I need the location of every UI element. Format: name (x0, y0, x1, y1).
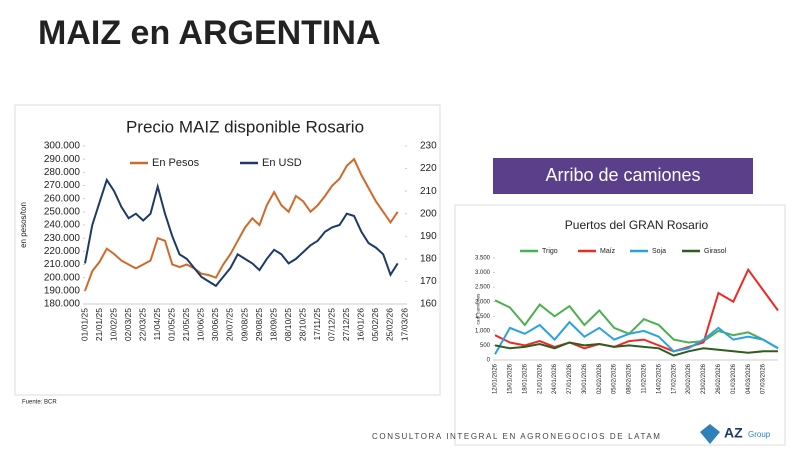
legend-label: En USD (262, 157, 302, 169)
x-tick-label: 27/12/25 (341, 308, 351, 341)
series-line (494, 341, 778, 357)
legend-label: Maíz (600, 248, 616, 255)
x-tick-label: 10/02/25 (108, 308, 118, 341)
x-tick-label: 17/11/25 (312, 308, 322, 341)
x-tick-label: 30/01/2026 (582, 363, 588, 394)
y-tick-label: 500 (480, 343, 491, 349)
x-tick-label: 21/05/25 (181, 308, 191, 341)
x-tick-label: 08/10/25 (283, 308, 293, 341)
chart-frame (14, 104, 441, 396)
y2-tick-label: 170 (420, 276, 437, 287)
x-tick-label: 28/10/25 (297, 308, 307, 341)
x-tick-label: 20/07/25 (225, 308, 235, 341)
x-tick-label: 25/02/26 (385, 308, 395, 341)
y2-tick-label: 180 (420, 253, 437, 264)
y-tick-label: 270.000 (44, 180, 81, 191)
x-tick-label: 14/02/2026 (656, 363, 662, 394)
y-tick-label: 230.000 (44, 233, 81, 244)
x-tick-label: 21/01/2026 (537, 363, 543, 394)
y-tick-label: 210.000 (44, 259, 81, 270)
y-tick-label: 200.000 (44, 272, 81, 283)
y-tick-label: 300.000 (44, 141, 81, 152)
x-tick-label: 24/01/2026 (552, 363, 558, 394)
x-tick-label: 05/02/2026 (612, 363, 618, 394)
x-tick-label: 18/01/2026 (522, 363, 528, 394)
legend-label: En Pesos (152, 157, 200, 169)
y-axis-label: en pesos/ton (19, 202, 28, 248)
y2-tick-label: 220 (420, 163, 437, 174)
x-tick-label: 27/01/2026 (567, 363, 573, 394)
x-tick-label: 17/02/2026 (671, 363, 677, 394)
y2-tick-label: 160 (420, 299, 437, 310)
x-tick-label: 01/03/2026 (731, 363, 737, 394)
y-tick-label: 290.000 (44, 154, 81, 165)
x-tick-label: 12/01/2026 (493, 363, 499, 394)
y-tick-label: 220.000 (44, 246, 81, 257)
logo-icon (700, 424, 720, 444)
series-line (494, 320, 779, 355)
y-tick-label: 0 (487, 358, 491, 364)
x-tick-label: 02/03/25 (123, 308, 133, 341)
chart-title: Puertos del GRAN Rosario (565, 218, 709, 232)
x-tick-label: 04/03/2026 (746, 363, 752, 394)
x-tick-label: 22/03/25 (137, 308, 147, 341)
y-tick-label: 2.000 (475, 299, 491, 305)
y-tick-label: 240.000 (44, 220, 81, 231)
x-tick-label: 17/03/26 (399, 308, 409, 341)
legend-label: Girasol (704, 248, 727, 255)
logo: AZ (724, 425, 743, 441)
y-tick-label: 190.000 (44, 285, 81, 296)
chart-title: Precio MAIZ disponible Rosario (126, 117, 364, 136)
x-tick-label: 01/01/25 (79, 308, 89, 341)
y-tick-label: 180.000 (44, 299, 81, 310)
x-tick-label: 30/06/25 (210, 308, 220, 341)
x-tick-label: 05/02/26 (370, 308, 380, 341)
x-tick-label: 02/02/2026 (597, 363, 603, 394)
y2-tick-label: 230 (420, 141, 437, 152)
x-tick-label: 29/08/25 (254, 308, 264, 341)
y-axis-label: cant camiones (475, 293, 481, 325)
y-tick-label: 2.500 (475, 285, 491, 291)
x-tick-label: 26/02/2026 (716, 363, 722, 394)
chart-frame (454, 204, 786, 446)
x-tick-label: 08/02/2026 (627, 363, 633, 394)
series-line (84, 177, 399, 288)
banner (493, 158, 753, 194)
footer: CONSULTORA INTEGRAL EN AGRONEGOCIOS DE L… (372, 432, 662, 441)
y-tick-label: 3.000 (475, 270, 491, 276)
y-tick-label: 3.500 (475, 256, 491, 262)
x-tick-label: 16/01/26 (356, 308, 366, 341)
series-line (84, 157, 399, 292)
x-tick-label: 20/02/2026 (686, 363, 692, 394)
legend-label: Soja (652, 248, 666, 255)
x-tick-label: 07/12/25 (327, 308, 337, 341)
slide-title: MAIZ en ARGENTINA (38, 14, 381, 52)
y-tick-label: 1.500 (475, 314, 491, 320)
x-tick-label: 11/04/25 (152, 308, 162, 341)
x-tick-label: 18/09/25 (268, 308, 278, 341)
y-tick-label: 250.000 (44, 206, 81, 217)
series-line (494, 299, 779, 350)
x-tick-label: 11/02/2026 (642, 363, 648, 393)
logo-sub: Group (748, 430, 771, 439)
x-tick-label: 15/01/2026 (507, 363, 513, 394)
y-tick-label: 280.000 (44, 167, 81, 178)
x-tick-label: 23/02/2026 (701, 363, 707, 394)
x-tick-label: 10/06/25 (196, 308, 206, 341)
legend-label: Trigo (542, 248, 558, 255)
source: Fuente: BCR (22, 400, 57, 406)
x-tick-label: 21/01/25 (94, 308, 104, 341)
y-tick-label: 1.000 (475, 328, 491, 334)
x-tick-label: 01/05/25 (167, 308, 177, 341)
series-line (494, 267, 779, 353)
y2-tick-label: 200 (420, 208, 437, 219)
y-tick-label: 260.000 (44, 193, 81, 204)
x-tick-label: 07/03/2026 (761, 363, 767, 394)
y2-tick-label: 190 (420, 231, 437, 242)
x-tick-label: 09/08/25 (239, 308, 249, 341)
y2-tick-label: 210 (420, 186, 437, 197)
banner-text: Arribo de camiones (545, 165, 700, 185)
